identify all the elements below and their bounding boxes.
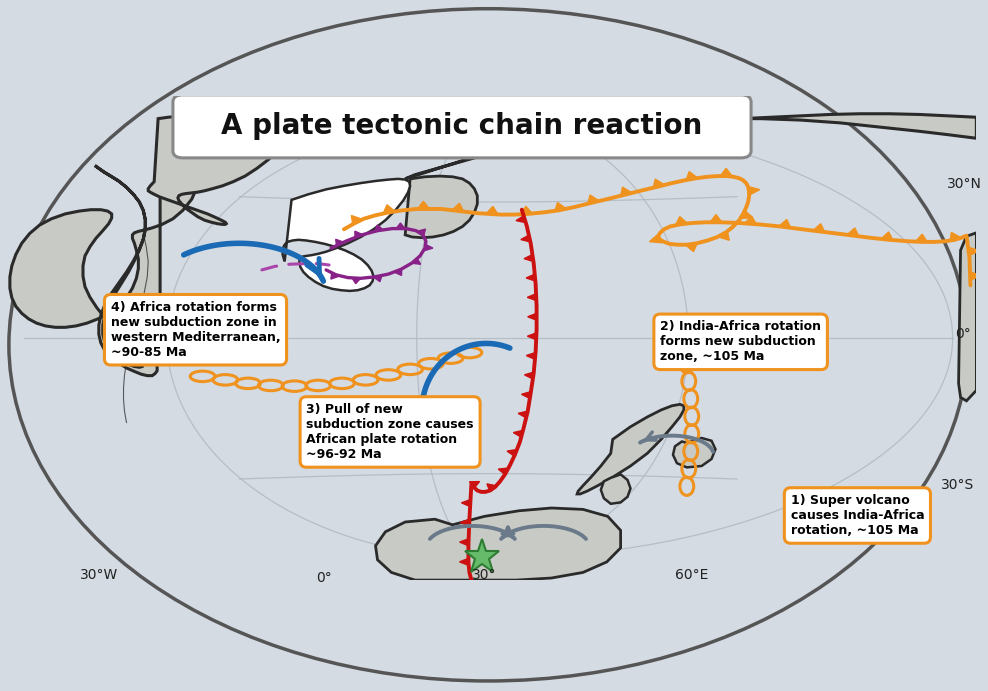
Polygon shape — [516, 216, 526, 223]
Polygon shape — [469, 482, 479, 488]
Text: 1) Super volcano
causes India-Africa
rotation, ~105 Ma: 1) Super volcano causes India-Africa rot… — [790, 494, 924, 537]
Polygon shape — [412, 258, 421, 264]
Polygon shape — [498, 468, 509, 475]
Text: 0°: 0° — [316, 571, 332, 585]
Polygon shape — [336, 239, 344, 245]
Polygon shape — [577, 404, 684, 494]
Text: 0°: 0° — [954, 328, 970, 341]
Polygon shape — [383, 205, 395, 214]
Polygon shape — [653, 179, 665, 188]
Polygon shape — [425, 245, 433, 251]
Polygon shape — [673, 438, 715, 467]
Polygon shape — [521, 235, 531, 242]
Polygon shape — [748, 187, 760, 195]
Polygon shape — [527, 352, 535, 359]
Polygon shape — [718, 231, 729, 240]
Polygon shape — [460, 519, 469, 526]
Text: 4) Africa rotation forms
new subduction zone in
western Mediterranean,
~90-85 Ma: 4) Africa rotation forms new subduction … — [111, 301, 281, 359]
Polygon shape — [916, 234, 928, 242]
Text: 30°: 30° — [472, 568, 497, 583]
Polygon shape — [528, 333, 536, 340]
Polygon shape — [374, 225, 383, 231]
Polygon shape — [518, 411, 528, 418]
Polygon shape — [620, 187, 632, 196]
Text: 30°W: 30°W — [80, 568, 118, 583]
Polygon shape — [528, 294, 536, 301]
Polygon shape — [676, 216, 688, 225]
Polygon shape — [352, 216, 363, 225]
Polygon shape — [375, 508, 620, 580]
Polygon shape — [459, 558, 468, 565]
Polygon shape — [514, 430, 523, 437]
Polygon shape — [452, 203, 463, 211]
Polygon shape — [10, 119, 202, 376]
Polygon shape — [968, 247, 979, 256]
Polygon shape — [950, 232, 961, 241]
Polygon shape — [847, 228, 859, 236]
Text: 3) Pull of new
subduction zone causes
African plate rotation
~96-92 Ma: 3) Pull of new subduction zone causes Af… — [306, 403, 474, 461]
Polygon shape — [525, 372, 534, 379]
Polygon shape — [283, 179, 410, 291]
Polygon shape — [521, 207, 533, 214]
Polygon shape — [813, 224, 825, 232]
Polygon shape — [459, 539, 468, 546]
Polygon shape — [486, 207, 498, 214]
Polygon shape — [720, 169, 732, 176]
Polygon shape — [487, 484, 497, 491]
Polygon shape — [417, 229, 426, 236]
Polygon shape — [507, 449, 517, 456]
FancyBboxPatch shape — [173, 95, 751, 158]
Polygon shape — [522, 392, 531, 399]
Polygon shape — [396, 223, 405, 229]
Text: 30°S: 30°S — [941, 478, 974, 492]
Polygon shape — [740, 211, 753, 218]
Polygon shape — [528, 313, 536, 320]
Polygon shape — [524, 254, 534, 261]
Polygon shape — [405, 114, 976, 179]
Polygon shape — [417, 201, 430, 209]
Polygon shape — [710, 215, 722, 223]
Polygon shape — [355, 231, 363, 238]
Text: 30°N: 30°N — [947, 177, 982, 191]
Polygon shape — [461, 500, 470, 507]
Polygon shape — [331, 273, 339, 279]
Ellipse shape — [9, 9, 967, 681]
Polygon shape — [686, 171, 698, 180]
Polygon shape — [958, 233, 976, 401]
Polygon shape — [394, 269, 402, 276]
Text: 60°E: 60°E — [675, 568, 708, 583]
Polygon shape — [745, 216, 757, 224]
Polygon shape — [352, 278, 361, 284]
Text: A plate tectonic chain reaction: A plate tectonic chain reaction — [221, 113, 702, 140]
Polygon shape — [779, 220, 790, 228]
Polygon shape — [649, 235, 662, 243]
Polygon shape — [555, 202, 566, 211]
Polygon shape — [148, 113, 290, 225]
Polygon shape — [373, 276, 382, 282]
Polygon shape — [970, 272, 981, 280]
Polygon shape — [405, 176, 477, 238]
Polygon shape — [601, 475, 630, 504]
Polygon shape — [588, 195, 599, 204]
Polygon shape — [527, 274, 535, 281]
Polygon shape — [881, 232, 893, 240]
Text: 2) India-Africa rotation
forms new subduction
zone, ~105 Ma: 2) India-Africa rotation forms new subdu… — [660, 321, 821, 363]
Polygon shape — [686, 243, 698, 252]
